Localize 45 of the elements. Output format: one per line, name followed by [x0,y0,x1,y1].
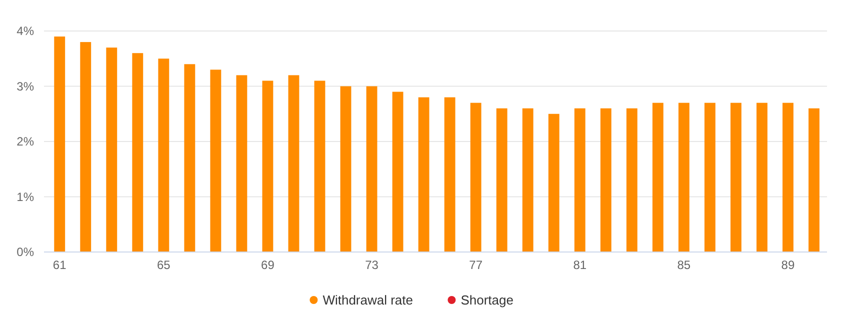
bar [522,108,534,252]
x-tick-label: 73 [365,258,379,272]
bar [756,102,768,252]
bar [574,108,586,252]
bar [678,102,690,252]
x-tick-label: 77 [469,258,483,272]
bar [600,108,612,252]
bar [652,102,664,252]
bar [470,102,482,252]
x-tick-label: 85 [677,258,691,272]
bar [288,75,300,252]
bar [808,108,820,252]
bar [184,64,196,252]
y-tick-label: 3% [16,79,34,94]
bar [730,102,742,252]
y-tick-label: 4% [16,24,34,38]
x-tick-label: 81 [573,258,587,272]
x-tick-label: 69 [261,258,275,272]
bar [444,97,456,252]
bar [340,86,352,252]
bar [314,80,326,252]
bar [548,114,560,252]
x-tick-label: 89 [781,258,795,272]
y-tick-label: 2% [16,134,34,149]
bar [496,108,508,252]
bar [106,48,118,252]
y-tick-label: 0% [16,245,34,260]
bar [704,102,716,252]
bar [366,86,378,252]
bar [54,36,66,252]
bar [80,42,92,252]
x-tick-label: 61 [52,258,67,272]
bar [392,92,404,252]
bar [418,97,430,252]
legend-label: Shortage [460,292,514,308]
bar [210,70,222,252]
bar [262,80,274,252]
bar [158,58,170,252]
legend-label: Withdrawal rate [322,292,414,308]
x-tick-label: 65 [156,258,171,272]
bar [626,108,638,252]
bar [782,102,794,252]
y-tick-label: 1% [16,190,34,204]
bar [132,53,144,252]
bar [236,75,248,252]
